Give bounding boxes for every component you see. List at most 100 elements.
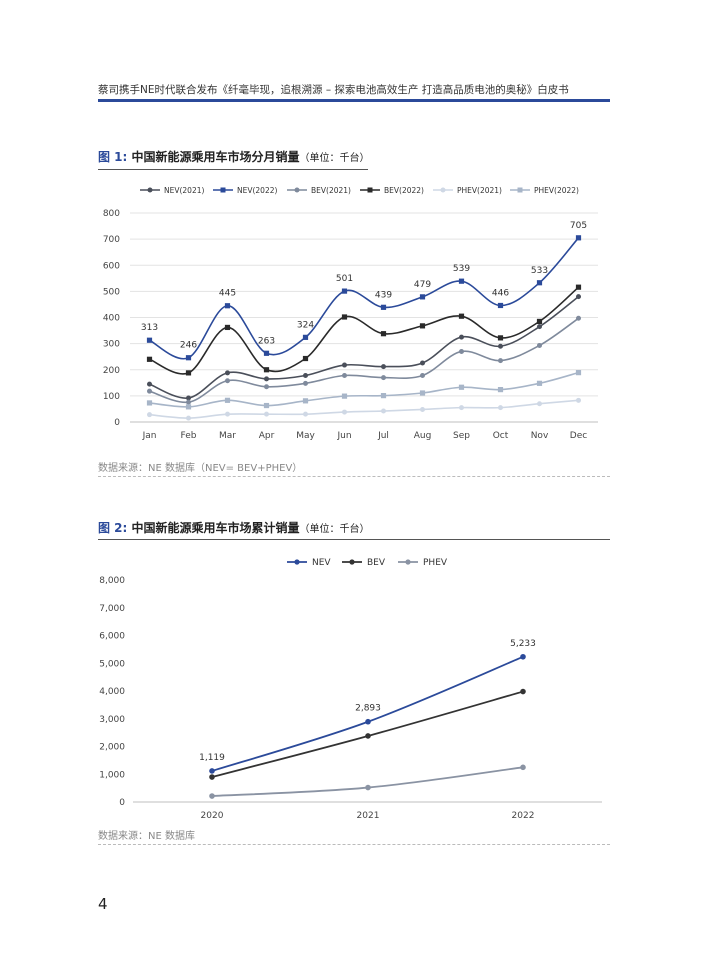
data-point <box>264 384 269 390</box>
x-tick-label: Jul <box>377 431 389 441</box>
data-label: 263 <box>258 336 275 346</box>
data-point <box>303 380 308 386</box>
legend-marker <box>349 559 355 565</box>
data-point <box>576 397 581 403</box>
y-tick-label: 500 <box>103 287 120 297</box>
data-label: 539 <box>453 264 470 274</box>
series-line <box>211 655 524 772</box>
data-point <box>458 313 465 319</box>
data-point <box>536 318 543 325</box>
data-point <box>536 380 543 386</box>
data-label: 324 <box>297 320 314 330</box>
header-title: 蔡司携手NE时代联合发布《纤毫毕现，追根溯源 – 探索电池高效生产 打造高品质电… <box>98 84 569 96</box>
data-point <box>536 280 543 286</box>
legend-item-nev-2021: NEV(2021) <box>140 186 204 195</box>
legend-item-phev-2022: PHEV(2022) <box>510 186 579 195</box>
data-label: 439 <box>375 290 392 300</box>
data-point <box>209 774 215 780</box>
x-tick-label: 2022 <box>512 811 535 821</box>
x-tick-label: Feb <box>181 431 197 441</box>
data-point <box>303 372 308 378</box>
y-tick-label: 8,000 <box>99 576 125 586</box>
legend-item-phev: PHEV <box>398 558 448 568</box>
data-point <box>365 733 371 739</box>
y-tick-label: 600 <box>103 261 120 271</box>
data-point <box>459 348 464 354</box>
x-tick-label: Mar <box>219 431 236 441</box>
data-point <box>381 364 386 370</box>
series-line <box>211 766 524 797</box>
data-point <box>263 367 270 373</box>
legend-item-bev: BEV <box>342 558 386 568</box>
data-point <box>342 372 347 378</box>
series-phev-2021 <box>147 397 581 421</box>
series-nev-2021 <box>147 294 581 401</box>
y-tick-label: 200 <box>103 366 120 376</box>
data-point <box>381 408 386 414</box>
figure1-title: 图 1: 中国新能源乘用车市场分月销量（单位：千台） <box>98 148 370 165</box>
data-point <box>264 376 269 382</box>
y-tick-label: 0 <box>119 798 125 808</box>
x-tick-label: Nov <box>531 431 549 441</box>
figure1-title-rule <box>98 169 368 170</box>
x-tick-label: Jan <box>142 431 157 441</box>
data-point <box>146 337 153 343</box>
legend-item-bev-2022: BEV(2022) <box>360 186 424 195</box>
legend-label: BEV(2021) <box>311 186 351 195</box>
data-point <box>224 397 231 403</box>
figure2-unit: （单位：千台） <box>299 524 370 535</box>
data-point <box>497 302 504 309</box>
data-point <box>185 404 192 410</box>
data-point <box>575 370 582 376</box>
data-point <box>147 412 152 418</box>
data-point <box>147 388 152 394</box>
legend-item-phev-2021: PHEV(2021) <box>433 186 502 195</box>
data-point <box>498 343 503 349</box>
data-point <box>381 375 386 381</box>
y-tick-label: 100 <box>103 392 120 402</box>
y-tick-label: 6,000 <box>99 632 125 642</box>
series-line <box>149 371 579 408</box>
x-tick-label: May <box>296 431 315 441</box>
figure2-title-text: 中国新能源乘用车市场累计销量 <box>131 521 300 535</box>
data-label: 1,119 <box>199 753 225 763</box>
legend-label: NEV <box>312 558 331 568</box>
data-point <box>186 399 191 405</box>
legend-marker <box>147 187 153 193</box>
data-point <box>224 303 231 309</box>
figure2-source: 数据来源：NE 数据库 <box>98 831 195 842</box>
data-point <box>420 372 425 378</box>
series-nev: 1,119 2,893 5,233 <box>199 639 536 774</box>
series-line <box>149 286 580 375</box>
x-tick-label: Jun <box>336 431 351 441</box>
data-point <box>576 315 581 321</box>
data-point <box>575 284 582 290</box>
data-point <box>380 304 387 310</box>
data-point <box>365 718 371 725</box>
series-nev-2022: 313 246 445 263 324 501 439 479 539 446 533 705 <box>141 221 587 361</box>
header-rule <box>98 99 610 102</box>
data-point <box>185 370 192 376</box>
y-tick-label: 3,000 <box>99 715 125 725</box>
legend-label: PHEV(2022) <box>534 186 579 195</box>
data-label: 533 <box>531 266 548 276</box>
figure1-source: 数据来源：NE 数据库（NEV= BEV+PHEV） <box>98 463 303 474</box>
x-tick-label: Dec <box>570 431 587 441</box>
data-point <box>303 411 308 417</box>
legend-marker <box>405 559 411 565</box>
data-point <box>264 411 269 417</box>
figure2-divider <box>98 844 610 845</box>
data-label: 501 <box>336 274 353 284</box>
series-bev-2021 <box>147 315 581 405</box>
figure1-unit: （单位：千台） <box>299 153 370 164</box>
data-point <box>185 355 192 361</box>
data-point <box>302 355 309 362</box>
data-point <box>225 370 230 376</box>
series-phev-2022 <box>146 370 582 410</box>
series-bev-2022 <box>146 284 582 376</box>
legend-item-nev-2022: NEV(2022) <box>213 186 277 195</box>
data-point <box>342 362 347 368</box>
page-number: 4 <box>98 895 108 913</box>
data-point <box>302 334 309 340</box>
data-point <box>458 278 465 284</box>
